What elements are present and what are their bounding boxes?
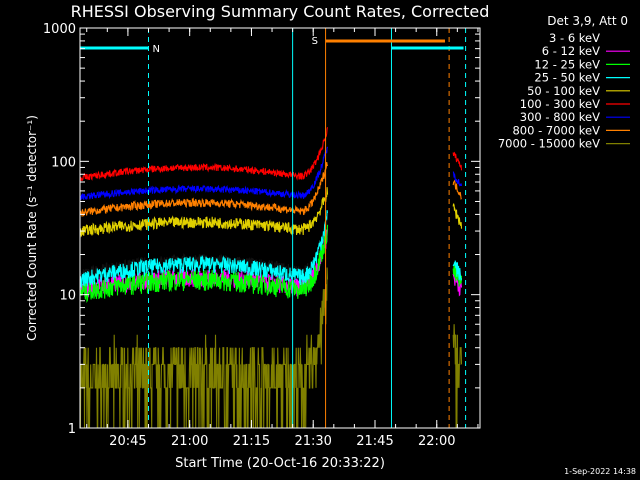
axes-layer: 20:45 21:00 21:15 21:30 21:45 22:00 1 10 100 1000 [43, 22, 481, 449]
legend-label-2: 12 - 25 keV [534, 57, 600, 71]
legend-label-7: 800 - 7000 keV [512, 123, 600, 137]
x-tick-label-2: 21:15 [233, 434, 270, 449]
x-tick-label-4: 21:45 [356, 434, 393, 449]
y-tick-label-0: 1 [68, 422, 76, 437]
series-line-6 [79, 146, 463, 201]
x-tick-label-1: 21:00 [171, 434, 208, 449]
chart-title: RHESSI Observing Summary Count Rates, Co… [71, 2, 490, 21]
y-axis-label: Corrected Count Rate (s⁻¹ detector⁻¹) [25, 115, 39, 341]
legend-header: Det 3,9, Att 0 [547, 14, 628, 28]
plot-frame [79, 27, 481, 429]
y-tick-label-2: 100 [51, 155, 76, 170]
series-line-7 [79, 162, 462, 217]
x-tick-label-5: 22:00 [418, 434, 455, 449]
legend-label-4: 50 - 100 keV [527, 84, 600, 98]
x-tick-label-0: 20:45 [109, 434, 146, 449]
timestamp: 1-Sep-2022 14:38 [564, 467, 636, 476]
plot-layer: NS [79, 28, 467, 429]
y-tick-label-3: 1000 [43, 22, 76, 37]
series-line-3 [79, 210, 463, 288]
series-line-8 [79, 267, 463, 429]
legend-label-0: 3 - 6 keV [549, 31, 600, 45]
legend-label-5: 100 - 300 keV [520, 97, 600, 111]
x-axis-label: Start Time (20-Oct-16 20:33:22) [175, 456, 385, 471]
legend-label-1: 6 - 12 keV [542, 44, 600, 58]
series-line-5 [79, 127, 463, 182]
legend-label-6: 300 - 800 keV [520, 110, 600, 124]
y-tick-label-1: 10 [59, 289, 76, 304]
night-flag-label: N [152, 44, 159, 55]
x-tick-label-3: 21:30 [294, 434, 331, 449]
saa-flag-label: S [312, 36, 318, 47]
legend-label-8: 7000 - 15000 keV [498, 137, 600, 151]
legend-label-3: 25 - 50 keV [534, 71, 600, 85]
series-line-4 [79, 187, 463, 238]
series-line-2 [79, 224, 463, 304]
